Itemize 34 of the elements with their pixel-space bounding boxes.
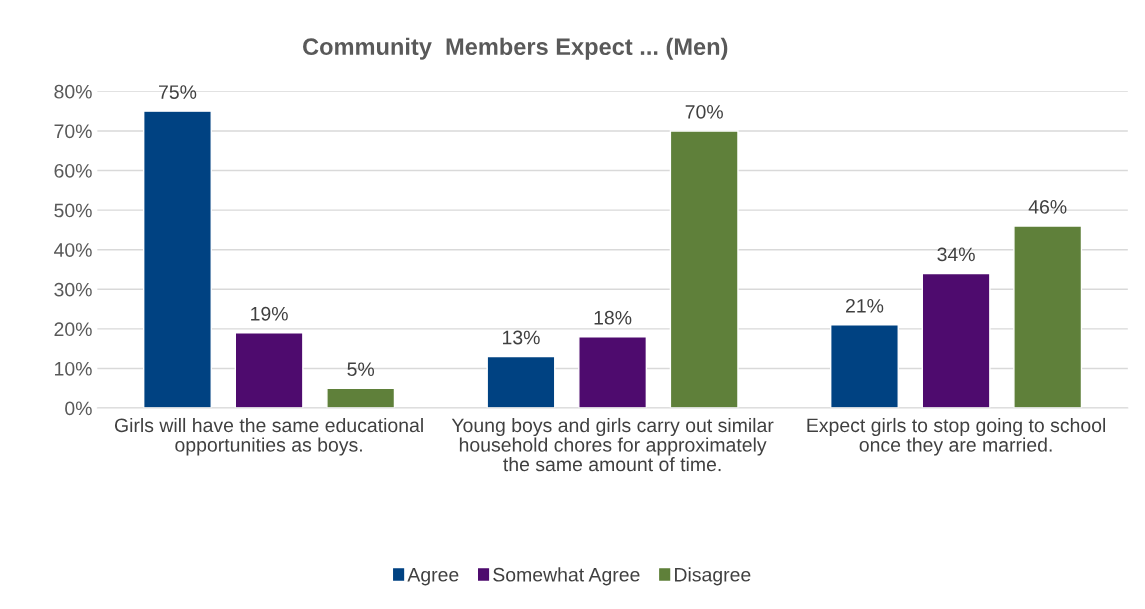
bar (234, 332, 304, 409)
x-tick-label: Expect girls to stop going to school once they are married. (807, 417, 1106, 456)
data-label: 19% (251, 306, 288, 321)
y-tick-label: 10% (55, 361, 92, 376)
bar (669, 130, 739, 409)
bar (830, 324, 899, 409)
data-label: 21% (846, 298, 884, 313)
legend-label: Somewhat Agree (493, 567, 640, 586)
data-label: 34% (937, 247, 975, 262)
y-tick-label: 70% (54, 124, 92, 139)
data-label: 70% (685, 104, 723, 119)
x-tick-label: Girls will have the same educational opportunities as boys. (114, 417, 423, 456)
bar (326, 387, 396, 409)
y-tick-label: 50% (54, 203, 92, 218)
y-tick-label: 30% (54, 282, 92, 297)
y-tick-label: 80% (54, 84, 92, 99)
bar (143, 110, 212, 409)
data-label: 13% (503, 330, 540, 345)
data-label: 46% (1028, 199, 1067, 214)
legend-label: Agree (407, 568, 459, 586)
data-label: 5% (347, 362, 375, 377)
legend-label: Disagree (675, 567, 751, 586)
y-tick-label: 20% (54, 322, 92, 337)
data-label: 75% (159, 85, 197, 99)
x-tick-label: Young boys and girls carry out similar household chores for approximately the same amount of time. (451, 417, 774, 472)
bar (486, 355, 556, 409)
data-label: 18% (594, 310, 632, 325)
bar (578, 336, 648, 409)
y-tick-label: 60% (54, 163, 92, 178)
bar (921, 272, 991, 409)
chart-title: Community Members Expect ... (Men) (303, 37, 728, 60)
bar (1013, 225, 1083, 409)
y-tick-label: 0% (65, 401, 92, 416)
y-tick-label: 40% (53, 243, 92, 257)
